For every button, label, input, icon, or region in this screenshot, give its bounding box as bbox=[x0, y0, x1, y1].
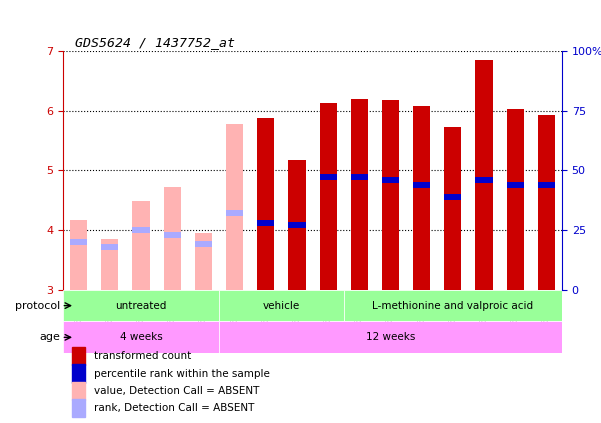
Bar bbox=[72, 347, 85, 365]
Bar bbox=[219, 290, 344, 321]
Bar bbox=[102, 239, 118, 290]
Bar bbox=[538, 115, 555, 290]
Bar bbox=[351, 99, 368, 290]
Bar bbox=[163, 187, 181, 290]
Bar bbox=[226, 124, 243, 290]
Bar bbox=[257, 118, 274, 290]
Bar bbox=[72, 364, 85, 383]
Bar bbox=[219, 321, 562, 353]
Text: percentile rank within the sample: percentile rank within the sample bbox=[94, 368, 270, 379]
Text: value, Detection Call = ABSENT: value, Detection Call = ABSENT bbox=[94, 386, 260, 396]
Bar bbox=[475, 177, 493, 183]
Bar bbox=[320, 103, 337, 290]
Bar bbox=[102, 244, 118, 250]
Bar bbox=[70, 239, 87, 245]
Bar bbox=[382, 100, 399, 290]
Bar bbox=[63, 321, 219, 353]
Bar bbox=[72, 399, 85, 418]
Bar bbox=[195, 233, 212, 290]
Bar bbox=[382, 177, 399, 183]
Text: protocol: protocol bbox=[15, 301, 60, 310]
Text: 4 weeks: 4 weeks bbox=[120, 332, 162, 342]
Text: vehicle: vehicle bbox=[263, 301, 300, 310]
Text: age: age bbox=[39, 332, 60, 342]
Bar bbox=[538, 181, 555, 187]
Bar bbox=[132, 201, 150, 290]
Text: 12 weeks: 12 weeks bbox=[366, 332, 415, 342]
Text: GDS5624 / 1437752_at: GDS5624 / 1437752_at bbox=[75, 36, 235, 49]
Bar bbox=[507, 109, 523, 290]
Bar bbox=[344, 290, 562, 321]
Bar bbox=[413, 106, 430, 290]
Bar bbox=[257, 220, 274, 226]
Bar bbox=[507, 181, 523, 187]
Bar bbox=[132, 227, 150, 233]
Bar bbox=[195, 242, 212, 247]
Bar bbox=[72, 382, 85, 401]
Bar bbox=[444, 194, 462, 200]
Bar bbox=[444, 126, 462, 290]
Text: rank, Detection Call = ABSENT: rank, Detection Call = ABSENT bbox=[94, 403, 255, 413]
Bar bbox=[288, 159, 305, 290]
Bar bbox=[163, 232, 181, 238]
Text: L-methionine and valproic acid: L-methionine and valproic acid bbox=[372, 301, 533, 310]
Bar bbox=[70, 220, 87, 290]
Bar bbox=[288, 222, 305, 228]
Bar bbox=[226, 210, 243, 216]
Text: transformed count: transformed count bbox=[94, 351, 192, 361]
Bar bbox=[63, 290, 219, 321]
Text: untreated: untreated bbox=[115, 301, 166, 310]
Bar bbox=[475, 60, 493, 290]
Bar bbox=[351, 174, 368, 181]
Bar bbox=[413, 181, 430, 187]
Bar bbox=[320, 174, 337, 181]
